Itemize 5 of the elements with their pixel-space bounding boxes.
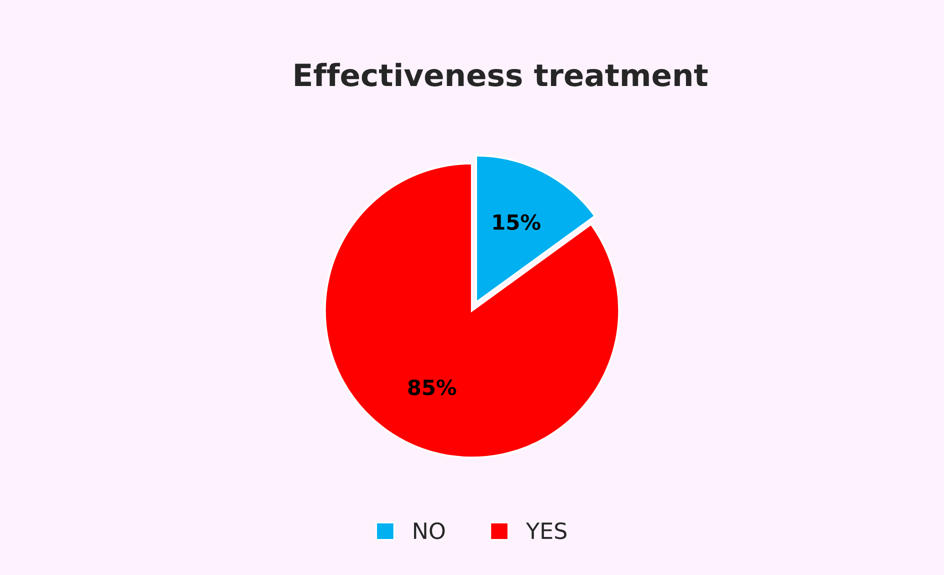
legend-label: NO (414, 522, 445, 540)
chart-title: Effectiveness treatment (295, 62, 708, 86)
data-label: 15% (494, 214, 540, 230)
data-label: 85% (408, 379, 456, 396)
legend-label: YES (526, 522, 566, 540)
